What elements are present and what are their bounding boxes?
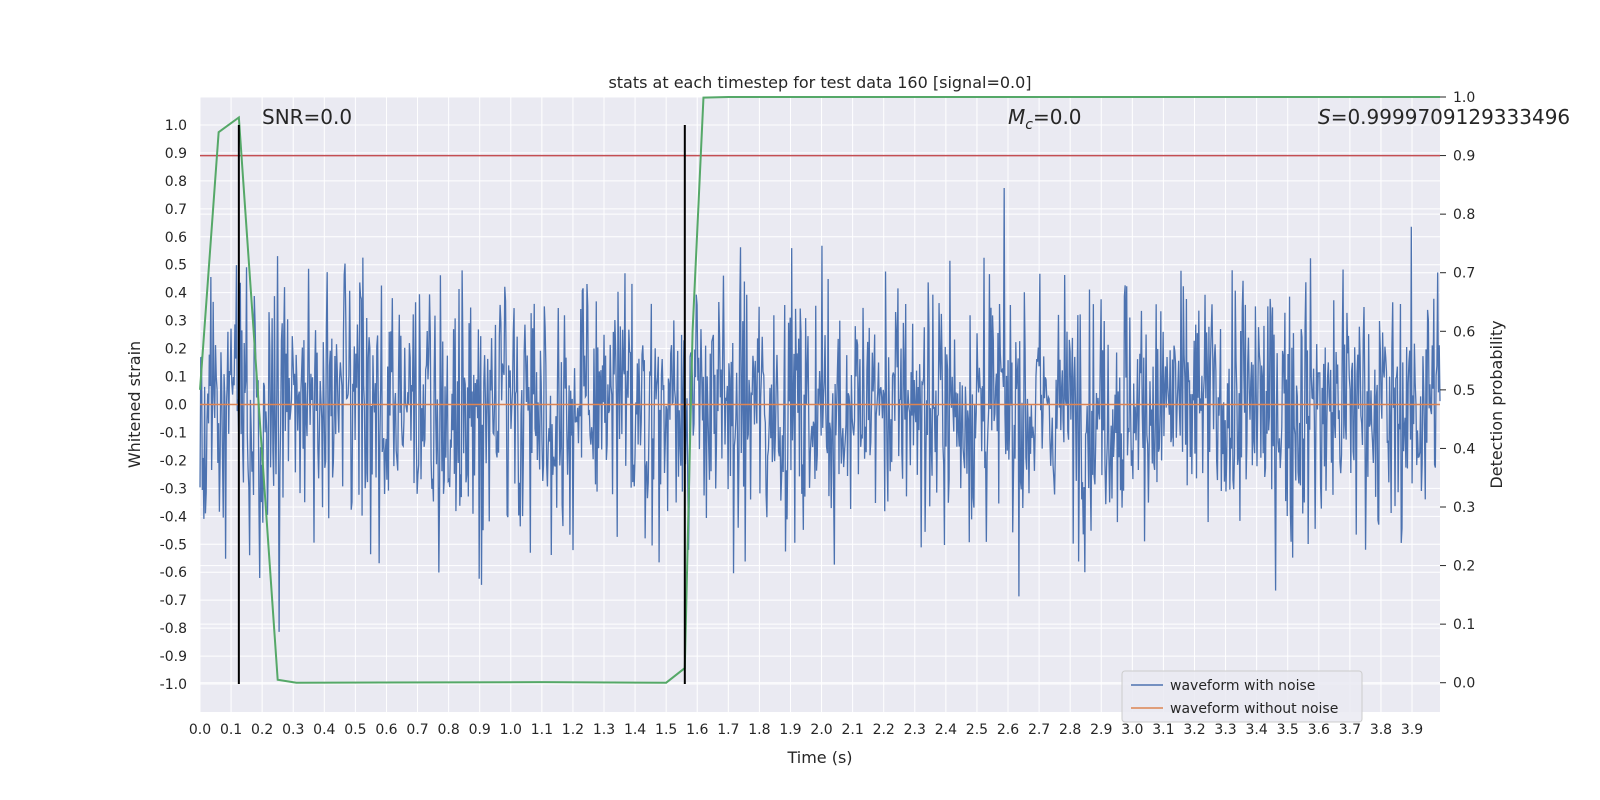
x-tick-label: 0.0: [189, 722, 211, 738]
y-tick-label: -0.1: [160, 425, 187, 441]
detection-probability-line: [199, 96, 1440, 684]
y-tick-label: -0.5: [160, 537, 187, 553]
y-tick-label: -0.4: [160, 509, 187, 525]
x-tick-label: 0.9: [469, 722, 491, 738]
y-tick-label: -0.9: [160, 649, 187, 665]
x-tick-label: 3.4: [1246, 722, 1268, 738]
y-tick-label: 0.4: [165, 286, 187, 302]
y-tick-label: -0.3: [160, 481, 187, 497]
x-tick-label: 2.3: [904, 722, 926, 738]
x-tick-label: 2.9: [1090, 722, 1112, 738]
mc-subscript: c: [1025, 117, 1033, 133]
overlay-lines: [199, 96, 1440, 685]
x-tick-label: 1.0: [500, 722, 522, 738]
y-tick-label: -0.6: [160, 565, 187, 581]
x-tick-label: 2.2: [873, 722, 895, 738]
x-tick-label: 2.6: [997, 722, 1019, 738]
s-value: =0.9999709129333496: [1331, 105, 1570, 129]
y2-tick-label: 0.1: [1453, 617, 1475, 633]
s-symbol: S: [1318, 105, 1331, 129]
y2-tick-label: 0.8: [1453, 207, 1475, 223]
legend: waveform with noise waveform without noi…: [1121, 670, 1363, 723]
x-tick-label: 1.6: [686, 722, 708, 738]
y2-tick-label: 0.9: [1453, 149, 1475, 165]
mc-symbol: M: [1008, 105, 1025, 129]
y-tick-label: 0.7: [165, 202, 187, 218]
x-tick-label: 2.8: [1059, 722, 1081, 738]
y2-tick-label: 0.3: [1453, 500, 1475, 516]
x-tick-label: 1.9: [779, 722, 801, 738]
legend-box: [1121, 670, 1363, 723]
y2-tick-label: 0.5: [1453, 383, 1475, 399]
x-tick-label: 0.5: [344, 722, 366, 738]
x-tick-label: 2.4: [935, 722, 957, 738]
x-tick-label: 2.5: [966, 722, 988, 738]
y-tick-label: 1.0: [165, 118, 187, 134]
x-tick-label: 3.5: [1277, 722, 1299, 738]
y-tick-label: -0.7: [160, 593, 187, 609]
x-tick-label: 0.3: [282, 722, 304, 738]
y-tick-label: -0.8: [160, 621, 187, 637]
x-tick-label: 0.4: [313, 722, 335, 738]
x-tick-label: 3.3: [1214, 722, 1236, 738]
y-tick-label: 0.6: [165, 230, 187, 246]
x-tick-label: 0.1: [220, 722, 242, 738]
legend-label-clean: waveform without noise: [1170, 701, 1338, 717]
y-tick-label: 0.9: [165, 146, 187, 162]
x-tick-label: 1.1: [531, 722, 553, 738]
y-axis-label: Whitened strain: [125, 341, 144, 468]
x-tick-label: 3.6: [1308, 722, 1330, 738]
x-tick-label: 3.2: [1183, 722, 1205, 738]
x-tick-label: 2.0: [810, 722, 832, 738]
y-tick-label: 0.5: [165, 258, 187, 274]
x-tick-label: 2.7: [1028, 722, 1050, 738]
x-tick-label: 1.5: [655, 722, 677, 738]
x-tick-label: 0.8: [437, 722, 459, 738]
x-tick-label: 1.8: [748, 722, 770, 738]
x-tick-label: 3.9: [1401, 722, 1423, 738]
x-tick-label: 1.2: [562, 722, 584, 738]
x-tick-label: 3.1: [1152, 722, 1174, 738]
y-tick-label: -0.2: [160, 453, 187, 469]
x-tick-label: 1.3: [593, 722, 615, 738]
x-tick-label: 0.2: [251, 722, 273, 738]
y-tick-label: 0.3: [165, 314, 187, 330]
x-tick-label: 3.8: [1370, 722, 1392, 738]
axis-ticks: 0.0 0.1 0.2 0.3 0.4 0.5 0.6 0.7 0.8 0.9 1.0 1.1 1.2 1…: [160, 90, 1476, 738]
mc-value: =0.0: [1033, 105, 1082, 129]
y2-tick-label: 0.7: [1453, 266, 1475, 282]
x-tick-label: 2.1: [841, 722, 863, 738]
chart-title: stats at each timestep for test data 160…: [608, 73, 1031, 92]
s-annotation: S=0.9999709129333496: [1318, 105, 1570, 129]
x-tick-label: 0.7: [406, 722, 428, 738]
y2-tick-label: 0.6: [1453, 324, 1475, 340]
y-tick-label: 0.8: [165, 174, 187, 190]
legend-label-noise: waveform with noise: [1170, 678, 1315, 694]
y-tick-label: 0.1: [165, 370, 187, 386]
y2-tick-label: 0.2: [1453, 559, 1475, 575]
y2-tick-label: 1.0: [1453, 90, 1475, 106]
y-tick-label: 0.2: [165, 342, 187, 358]
x-tick-label: 3.7: [1339, 722, 1361, 738]
y-tick-label: -1.0: [160, 677, 187, 693]
y2-tick-label: 0.0: [1453, 676, 1475, 692]
waveform-with-noise-series: [199, 187, 1441, 632]
x-tick-label: 0.6: [375, 722, 397, 738]
mc-annotation: Mc=0.0: [1008, 105, 1082, 133]
x-tick-label: 1.4: [624, 722, 646, 738]
waveform-with-noise-line: [199, 187, 1441, 632]
y2-axis-label: Detection probability: [1487, 320, 1506, 488]
x-tick-label: 1.7: [717, 722, 739, 738]
x-tick-label: 3.0: [1121, 722, 1143, 738]
x-axis-label: Time (s): [786, 748, 852, 767]
y2-tick-label: 0.4: [1453, 441, 1475, 457]
y-tick-label: 0.0: [165, 398, 187, 414]
snr-annotation: SNR=0.0: [262, 105, 352, 129]
